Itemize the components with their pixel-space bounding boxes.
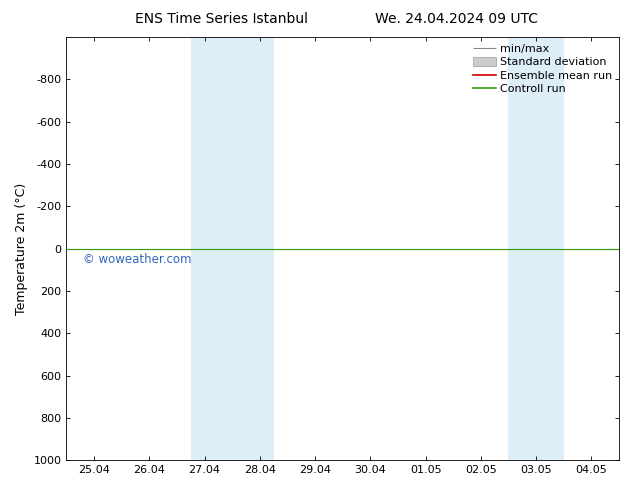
- Y-axis label: Temperature 2m (°C): Temperature 2m (°C): [15, 182, 28, 315]
- Text: We. 24.04.2024 09 UTC: We. 24.04.2024 09 UTC: [375, 12, 538, 26]
- Text: ENS Time Series Istanbul: ENS Time Series Istanbul: [136, 12, 308, 26]
- Legend: min/max, Standard deviation, Ensemble mean run, Controll run: min/max, Standard deviation, Ensemble me…: [469, 39, 617, 98]
- Bar: [191, 37, 274, 460]
- Bar: [508, 37, 564, 460]
- Text: © woweather.com: © woweather.com: [83, 253, 191, 266]
